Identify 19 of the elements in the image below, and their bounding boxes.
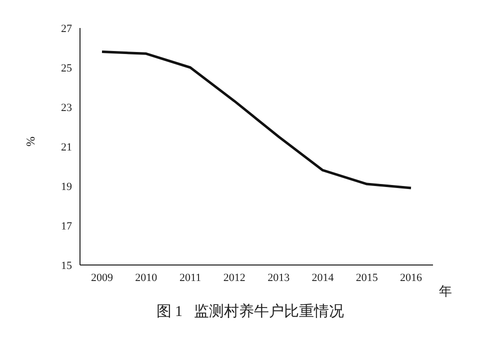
x-tick-label: 2015 <box>356 272 378 284</box>
y-tick-label: 23 <box>61 102 72 114</box>
text: 图 1 监测村养牛户比重情况 <box>155 302 345 321</box>
x-tick-label: 2013 <box>268 272 290 284</box>
y-tick-label: 25 <box>61 62 72 74</box>
y-tick-label: 27 <box>61 22 72 35</box>
x-tick-label: 2009 <box>91 272 114 284</box>
y-tick-label: 19 <box>61 180 72 193</box>
x-tick-label: 2014 <box>312 272 334 284</box>
y-tick-label: 15 <box>61 260 72 272</box>
x-tick-label: 2011 <box>179 272 202 284</box>
x-tick-label: 2016 <box>400 272 422 284</box>
line-series <box>100 50 412 190</box>
y-tick-label: 17 <box>61 220 72 232</box>
y-tick-label: 21 <box>61 141 72 154</box>
x-tick-label: 2010 <box>135 272 158 284</box>
y-axis-title: % <box>23 136 38 146</box>
x-axis-title: 年 <box>439 284 452 299</box>
x-tick-label: 2012 <box>223 272 246 284</box>
